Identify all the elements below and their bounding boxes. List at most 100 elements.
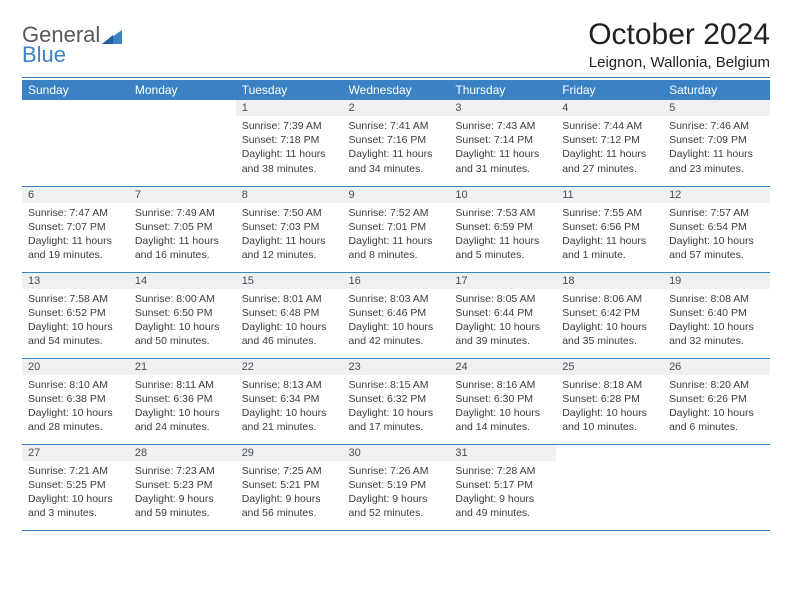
sunrise-text: Sunrise: 7:57 AM	[669, 206, 764, 220]
calendar-page: GeneralBlue October 2024 Leignon, Wallon…	[0, 0, 792, 541]
day-cell: 11Sunrise: 7:55 AMSunset: 6:56 PMDayligh…	[556, 186, 663, 272]
sunset-text: Sunset: 6:48 PM	[242, 306, 337, 320]
day-details: Sunrise: 7:50 AMSunset: 7:03 PMDaylight:…	[236, 203, 343, 267]
day-details: Sunrise: 7:57 AMSunset: 6:54 PMDaylight:…	[663, 203, 770, 267]
day-cell: 17Sunrise: 8:05 AMSunset: 6:44 PMDayligh…	[449, 272, 556, 358]
sunset-text: Sunset: 5:21 PM	[242, 478, 337, 492]
weekday-header: Thursday	[449, 80, 556, 100]
day-details: Sunrise: 8:10 AMSunset: 6:38 PMDaylight:…	[22, 375, 129, 439]
calendar-week-row: 13Sunrise: 7:58 AMSunset: 6:52 PMDayligh…	[22, 272, 770, 358]
daylight-text: Daylight: 11 hours and 27 minutes.	[562, 147, 657, 175]
day-number: 2	[343, 100, 450, 116]
day-details: Sunrise: 7:43 AMSunset: 7:14 PMDaylight:…	[449, 116, 556, 180]
day-number: 12	[663, 187, 770, 203]
sunrise-text: Sunrise: 7:28 AM	[455, 464, 550, 478]
sunset-text: Sunset: 6:40 PM	[669, 306, 764, 320]
sunrise-text: Sunrise: 7:43 AM	[455, 119, 550, 133]
day-number: 4	[556, 100, 663, 116]
daylight-text: Daylight: 10 hours and 3 minutes.	[28, 492, 123, 520]
day-cell: 2Sunrise: 7:41 AMSunset: 7:16 PMDaylight…	[343, 100, 450, 186]
weekday-header: Tuesday	[236, 80, 343, 100]
empty-cell	[129, 100, 236, 186]
day-cell: 3Sunrise: 7:43 AMSunset: 7:14 PMDaylight…	[449, 100, 556, 186]
day-cell: 4Sunrise: 7:44 AMSunset: 7:12 PMDaylight…	[556, 100, 663, 186]
daylight-text: Daylight: 10 hours and 32 minutes.	[669, 320, 764, 348]
daylight-text: Daylight: 10 hours and 10 minutes.	[562, 406, 657, 434]
daylight-text: Daylight: 10 hours and 17 minutes.	[349, 406, 444, 434]
sunset-text: Sunset: 6:38 PM	[28, 392, 123, 406]
day-cell: 19Sunrise: 8:08 AMSunset: 6:40 PMDayligh…	[663, 272, 770, 358]
day-number: 21	[129, 359, 236, 375]
brand-part2: Blue	[22, 42, 122, 68]
day-number: 5	[663, 100, 770, 116]
daylight-text: Daylight: 11 hours and 31 minutes.	[455, 147, 550, 175]
day-number: 16	[343, 273, 450, 289]
sunset-text: Sunset: 6:59 PM	[455, 220, 550, 234]
sunrise-text: Sunrise: 7:44 AM	[562, 119, 657, 133]
sunrise-text: Sunrise: 7:53 AM	[455, 206, 550, 220]
sunrise-text: Sunrise: 8:11 AM	[135, 378, 230, 392]
day-details: Sunrise: 8:20 AMSunset: 6:26 PMDaylight:…	[663, 375, 770, 439]
day-cell: 30Sunrise: 7:26 AMSunset: 5:19 PMDayligh…	[343, 444, 450, 530]
sunset-text: Sunset: 6:50 PM	[135, 306, 230, 320]
day-number: 1	[236, 100, 343, 116]
day-details: Sunrise: 8:05 AMSunset: 6:44 PMDaylight:…	[449, 289, 556, 353]
top-divider	[22, 77, 770, 78]
calendar-body: 1 Sunrise: 7:39 AMSunset: 7:18 PM Daylight…	[22, 100, 770, 530]
sunrise-text: Sunrise: 8:00 AM	[135, 292, 230, 306]
sunset-text: Sunset: 5:19 PM	[349, 478, 444, 492]
calendar-week-row: 1 Sunrise: 7:39 AMSunset: 7:18 PM Daylight…	[22, 100, 770, 186]
day-details: Sunrise: 7:58 AMSunset: 6:52 PMDaylight:…	[22, 289, 129, 353]
sunset-text: Sunset: 6:54 PM	[669, 220, 764, 234]
day-number: 25	[556, 359, 663, 375]
daylight-text: Daylight: 11 hours and 19 minutes.	[28, 234, 123, 262]
day-cell: 27Sunrise: 7:21 AMSunset: 5:25 PMDayligh…	[22, 444, 129, 530]
daylight-text: Daylight: 10 hours and 50 minutes.	[135, 320, 230, 348]
day-details: Sunrise: 8:15 AMSunset: 6:32 PMDaylight:…	[343, 375, 450, 439]
sunrise-text: Sunrise: 7:39 AM	[242, 119, 337, 133]
daylight-text: Daylight: 10 hours and 57 minutes.	[669, 234, 764, 262]
day-cell: 26Sunrise: 8:20 AMSunset: 6:26 PMDayligh…	[663, 358, 770, 444]
day-number: 30	[343, 445, 450, 461]
day-cell: 13Sunrise: 7:58 AMSunset: 6:52 PMDayligh…	[22, 272, 129, 358]
day-cell: 15Sunrise: 8:01 AMSunset: 6:48 PMDayligh…	[236, 272, 343, 358]
day-number: 9	[343, 187, 450, 203]
daylight-text: Daylight: 9 hours and 49 minutes.	[455, 492, 550, 520]
day-details: Sunrise: 8:18 AMSunset: 6:28 PMDaylight:…	[556, 375, 663, 439]
day-number: 20	[22, 359, 129, 375]
daylight-text: Daylight: 11 hours and 12 minutes.	[242, 234, 337, 262]
empty-cell	[556, 444, 663, 530]
sunrise-text: Sunrise: 7:49 AM	[135, 206, 230, 220]
day-details: Sunrise: 7:23 AMSunset: 5:23 PMDaylight:…	[129, 461, 236, 525]
day-number: 7	[129, 187, 236, 203]
sunrise-text: Sunrise: 8:13 AM	[242, 378, 337, 392]
sunrise-text: Sunrise: 8:16 AM	[455, 378, 550, 392]
calendar-head: SundayMondayTuesdayWednesdayThursdayFrid…	[22, 80, 770, 100]
daylight-text: Daylight: 11 hours and 34 minutes.	[349, 147, 444, 175]
empty-cell	[663, 444, 770, 530]
sunset-text: Sunset: 5:23 PM	[135, 478, 230, 492]
sunset-text: Sunset: 7:18 PM	[242, 133, 337, 147]
day-details: Sunrise: 8:01 AMSunset: 6:48 PMDaylight:…	[236, 289, 343, 353]
daylight-text: Daylight: 10 hours and 6 minutes.	[669, 406, 764, 434]
day-details: Sunrise: 7:47 AMSunset: 7:07 PMDaylight:…	[22, 203, 129, 267]
day-number: 19	[663, 273, 770, 289]
sunrise-text: Sunrise: 8:18 AM	[562, 378, 657, 392]
sunrise-text: Sunrise: 7:58 AM	[28, 292, 123, 306]
day-details: Sunrise: 7:25 AMSunset: 5:21 PMDaylight:…	[236, 461, 343, 525]
day-cell: 20Sunrise: 8:10 AMSunset: 6:38 PMDayligh…	[22, 358, 129, 444]
sunrise-text: Sunrise: 7:46 AM	[669, 119, 764, 133]
daylight-text: Daylight: 10 hours and 35 minutes.	[562, 320, 657, 348]
day-cell: 5Sunrise: 7:46 AMSunset: 7:09 PMDaylight…	[663, 100, 770, 186]
day-details: Sunrise: 8:03 AMSunset: 6:46 PMDaylight:…	[343, 289, 450, 353]
day-details: Sunrise: 7:26 AMSunset: 5:19 PMDaylight:…	[343, 461, 450, 525]
daylight-text: Daylight: 11 hours and 1 minute.	[562, 234, 657, 262]
sunset-text: Sunset: 7:05 PM	[135, 220, 230, 234]
day-number: 10	[449, 187, 556, 203]
day-cell: 31Sunrise: 7:28 AMSunset: 5:17 PMDayligh…	[449, 444, 556, 530]
day-details: Sunrise: 8:16 AMSunset: 6:30 PMDaylight:…	[449, 375, 556, 439]
sunset-text: Sunset: 6:52 PM	[28, 306, 123, 320]
weekday-header: Wednesday	[343, 80, 450, 100]
weekday-row: SundayMondayTuesdayWednesdayThursdayFrid…	[22, 80, 770, 100]
day-details: Sunrise: 8:11 AMSunset: 6:36 PMDaylight:…	[129, 375, 236, 439]
